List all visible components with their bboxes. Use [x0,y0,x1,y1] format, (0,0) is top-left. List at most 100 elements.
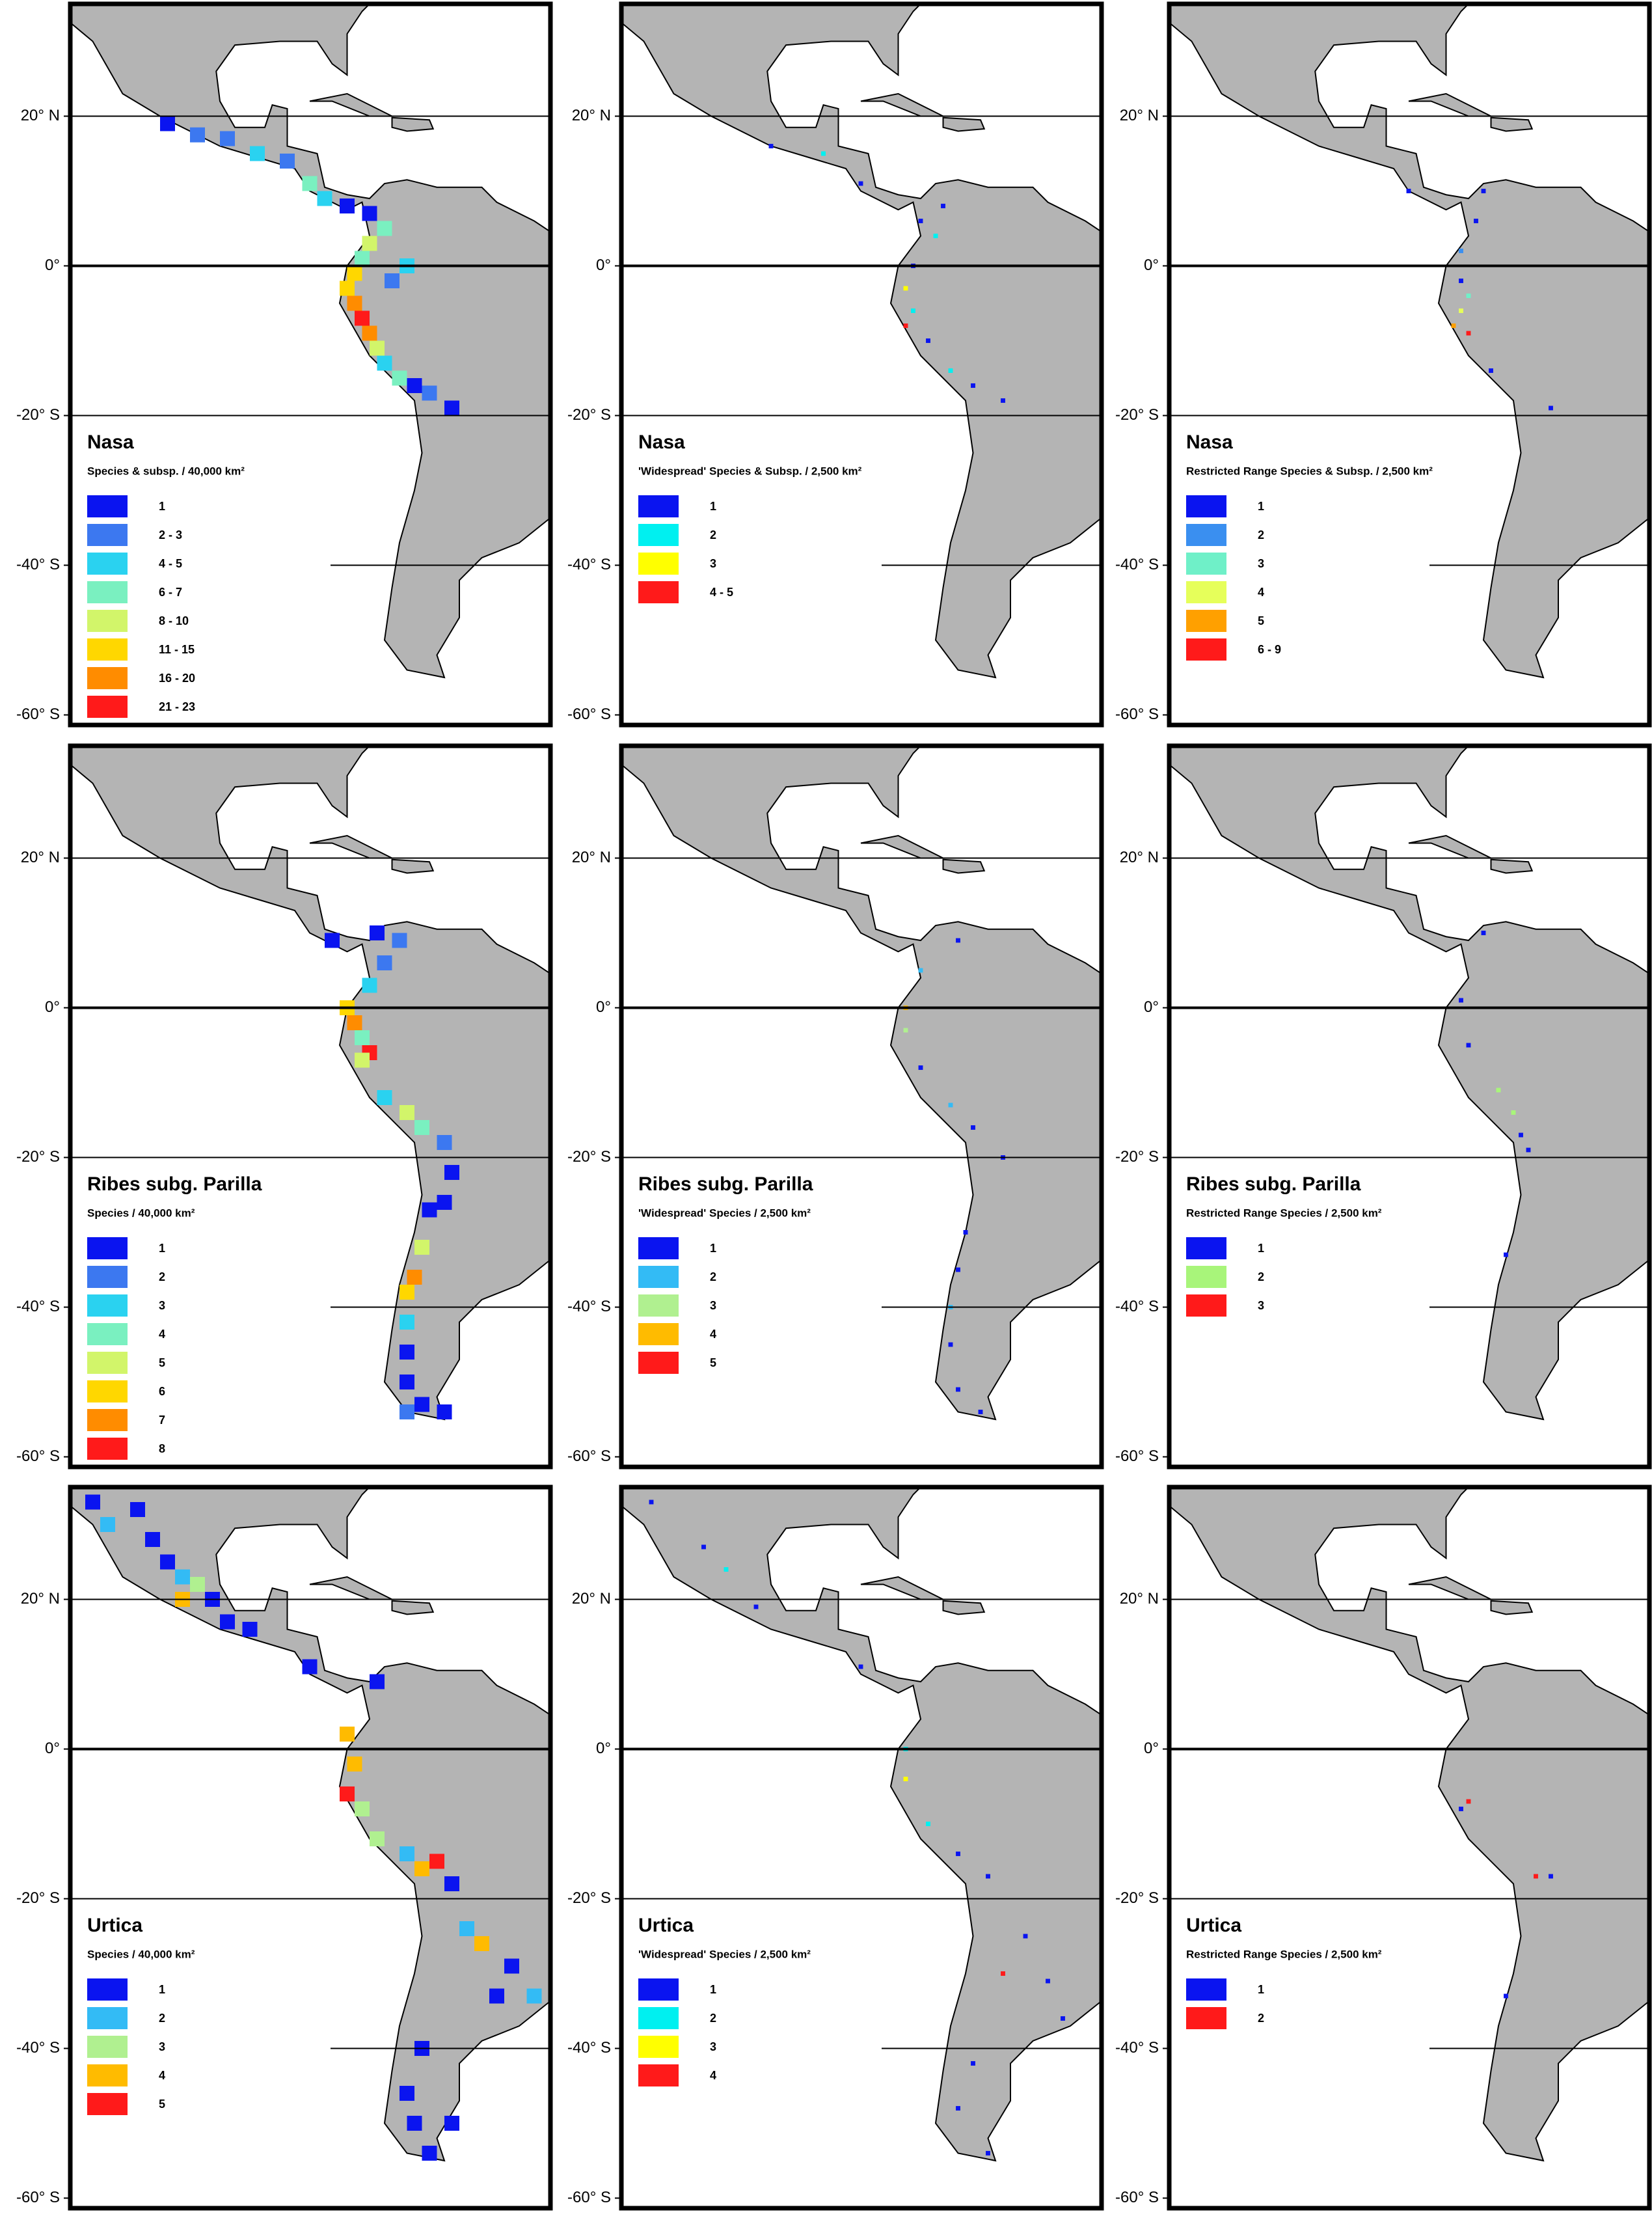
latitude-label: -40° S [16,556,60,573]
legend-title: Nasa [638,431,685,453]
richness-cell [250,146,265,161]
richness-cell [504,1958,519,1974]
richness-cell [392,370,407,386]
latitude-label: 20° N [572,1590,611,1607]
latitude-label: -60° S [1115,2189,1159,2206]
richness-cell [956,2106,960,2111]
legend-label: 2 [1258,1270,1264,1283]
latitude-label: -20° S [16,1889,60,1907]
legend-title: Ribes subg. Parilla [87,1173,262,1195]
legend-swatch [87,1237,128,1259]
landmass [942,116,986,132]
richness-cell [1459,279,1463,283]
legend-swatch [638,553,679,575]
richness-cell [100,1517,115,1532]
landmass [621,4,1102,679]
legend-swatch [87,1438,128,1460]
richness-cell [926,338,930,343]
richness-cell [362,978,377,993]
richness-cell [302,1659,318,1675]
latitude-label: -40° S [567,556,611,573]
richness-cell [407,1270,422,1285]
latitude-label: -60° S [1115,1447,1159,1465]
legend-label: 7 [159,1414,165,1427]
latitude-label: -40° S [1115,1298,1159,1315]
legend-swatch [1186,638,1226,661]
richness-cell [355,1030,370,1045]
legend-swatch [638,1294,679,1317]
legend-label: 21 - 23 [159,700,195,713]
richness-cell [1504,1993,1508,1999]
legend-title: Urtica [1186,1915,1241,1936]
richness-cell [1023,1934,1028,1939]
richness-cell [918,968,923,973]
legend-swatch [638,2007,679,2029]
legend-swatch [87,610,128,632]
legend-swatch [87,1266,128,1288]
richness-cell [422,385,437,401]
richness-cell [362,206,377,221]
richness-cell [145,1532,160,1547]
legend-swatch [638,581,679,603]
richness-cell [753,1604,759,1609]
legend-label: 4 [710,1328,716,1341]
richness-cell [399,2086,414,2101]
richness-cell [302,176,318,191]
richness-cell [1459,249,1463,253]
map-panel [621,746,1102,1467]
legend-label: 3 [1258,557,1264,570]
legend-swatch [638,524,679,546]
latitude-label: -20° S [16,406,60,424]
richness-cell [220,1614,235,1630]
legend-swatch [87,2007,128,2029]
richness-cell [422,2146,437,2161]
legend-label: 2 [1258,528,1264,541]
latitude-label: -60° S [16,1447,60,1465]
richness-cell [370,925,385,940]
richness-cell [701,1544,706,1550]
latitude-label: -40° S [16,2039,60,2057]
map-panel [1169,1487,1649,2208]
richness-cell [414,1397,429,1412]
legend-swatch [87,1294,128,1317]
richness-cell [399,1285,414,1300]
richness-cell [347,295,362,311]
legend-swatch [1186,1978,1226,2001]
legend-swatch [87,581,128,603]
legend-label: 2 [159,1270,165,1283]
richness-cell [340,1786,355,1801]
richness-cell [1481,189,1486,193]
legend-label: 4 [159,2069,165,2082]
richness-cell [85,1494,100,1510]
richness-cell [526,1988,542,2004]
richness-cell [1406,189,1411,193]
landmass [391,116,435,132]
richness-cell [370,340,385,356]
latitude-label: -20° S [567,406,611,424]
richness-cell [1001,398,1005,403]
richness-cell [978,1410,983,1414]
legend-swatch [87,667,128,689]
legend-label: 8 [159,1442,165,1455]
legend-swatch [1186,1237,1226,1259]
richness-cell [956,1387,960,1392]
richness-cell [444,1165,459,1180]
legend-swatch [1186,1266,1226,1288]
map-panel [70,4,550,725]
latitude-label: -40° S [1115,2039,1159,2057]
richness-cell [190,127,205,143]
panel-frame [1167,1484,1652,2211]
landmass [621,746,1102,1421]
legend-swatch [87,638,128,661]
richness-cell [429,1854,444,1869]
richness-cell [1459,308,1463,313]
panel-frame [619,1,1104,728]
richness-cell [956,938,960,943]
richness-cell [948,1102,953,1108]
legend-label: 2 [710,528,716,541]
map-panel [621,4,1102,725]
richness-cell [340,280,355,296]
landmass [621,1487,1102,2162]
latitude-label: -60° S [567,2189,611,2206]
landmass [1169,746,1649,1421]
